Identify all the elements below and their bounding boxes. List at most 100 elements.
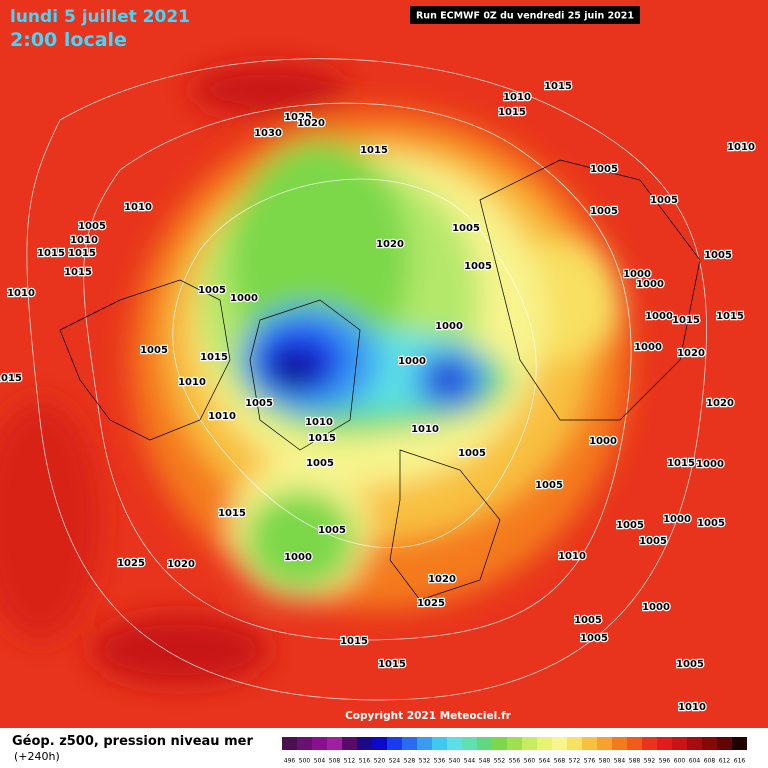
scale-label: 604 bbox=[689, 758, 701, 765]
scale-swatch bbox=[687, 737, 702, 750]
isobar-label: 1020 bbox=[677, 348, 705, 359]
isobar-label: 1000 bbox=[230, 293, 258, 304]
isobars bbox=[26, 58, 707, 701]
scale-swatch bbox=[492, 737, 507, 750]
isobar-label: 1005 bbox=[580, 633, 608, 644]
scale-swatch bbox=[282, 737, 297, 750]
isobar-label: 1025 bbox=[417, 598, 445, 609]
scale-label: 564 bbox=[539, 758, 551, 765]
isobar-label: 1000 bbox=[398, 356, 426, 367]
isobar-label: 1015 bbox=[218, 508, 246, 519]
scale-label: 608 bbox=[704, 758, 716, 765]
field-blobs bbox=[0, 65, 630, 685]
scale-label: 576 bbox=[584, 758, 596, 765]
scale-swatch bbox=[612, 737, 627, 750]
isobar-label: 1010 bbox=[503, 92, 531, 103]
isobar-label: 1015 bbox=[64, 267, 92, 278]
scale-swatch bbox=[537, 737, 552, 750]
isobar-label: 1005 bbox=[245, 398, 273, 409]
isobar-label: 1010 bbox=[178, 377, 206, 388]
isobar-label: 1015 bbox=[200, 352, 228, 363]
isobar-label: 1000 bbox=[642, 602, 670, 613]
isobar-label: 1005 bbox=[78, 221, 106, 232]
scale-swatch bbox=[552, 737, 567, 750]
scale-label: 592 bbox=[644, 758, 656, 765]
isobar-label: 1000 bbox=[589, 436, 617, 447]
isobar-label: 1010 bbox=[70, 235, 98, 246]
isobar-label: 1010 bbox=[305, 417, 333, 428]
legend-title: Géop. z500, pression niveau mer bbox=[12, 734, 253, 749]
scale-swatch bbox=[327, 737, 342, 750]
isobar-label: 1005 bbox=[590, 164, 618, 175]
color-scale: 496 500 504 508 512 516 520 524 528 532 536 540 544 5… bbox=[282, 737, 747, 765]
scale-swatch bbox=[672, 737, 687, 750]
isobar-label: 1000 bbox=[435, 321, 463, 332]
isobar-label: 1010 bbox=[124, 202, 152, 213]
scale-swatch bbox=[387, 737, 402, 750]
scale-swatch bbox=[342, 737, 357, 750]
isobar-label: 1010 bbox=[678, 702, 706, 713]
scale-swatch bbox=[642, 737, 657, 750]
isobar-label: 1005 bbox=[464, 261, 492, 272]
scale-label: 552 bbox=[494, 758, 506, 765]
scale-swatch bbox=[522, 737, 537, 750]
scale-swatch bbox=[567, 737, 582, 750]
isobar-label: 1010 bbox=[411, 424, 439, 435]
isobar-label: 1020 bbox=[167, 559, 195, 570]
isobar-label: 1005 bbox=[697, 518, 725, 529]
scale-label: 520 bbox=[374, 758, 386, 765]
isobar-label: 1005 bbox=[318, 525, 346, 536]
scale-swatch bbox=[357, 737, 372, 750]
isobar-label: 1005 bbox=[140, 345, 168, 356]
isobar-label: 1015 bbox=[37, 248, 65, 259]
scale-label: 596 bbox=[659, 758, 671, 765]
isobar-label: 1000 bbox=[696, 459, 724, 470]
scale-label: 580 bbox=[599, 758, 611, 765]
scale-label: 572 bbox=[569, 758, 581, 765]
scale-label: 524 bbox=[389, 758, 401, 765]
isobar-label: 1005 bbox=[639, 536, 667, 547]
isobar-label: 1000 bbox=[645, 311, 673, 322]
scale-label: 500 bbox=[299, 758, 311, 765]
isobar-label: 1005 bbox=[650, 195, 678, 206]
scale-label: 588 bbox=[629, 758, 641, 765]
isobar-label: 1005 bbox=[574, 615, 602, 626]
isobar-label: 1015 bbox=[0, 373, 22, 384]
isobar-label: 1005 bbox=[458, 448, 486, 459]
scale-swatch bbox=[702, 737, 717, 750]
scale-label: 496 bbox=[284, 758, 296, 765]
scale-swatch bbox=[417, 737, 432, 750]
scale-swatch bbox=[372, 737, 387, 750]
isobar-label: 1015 bbox=[68, 248, 96, 259]
map-subtitle: 2:00 locale bbox=[10, 29, 127, 51]
scale-swatch bbox=[447, 737, 462, 750]
isobar-label: 1005 bbox=[704, 250, 732, 261]
scale-swatch bbox=[657, 737, 672, 750]
scale-label: 584 bbox=[614, 758, 626, 765]
isobar-label: 1015 bbox=[308, 433, 336, 444]
scale-swatch bbox=[462, 737, 477, 750]
isobar-label: 1015 bbox=[498, 107, 526, 118]
scale-label: 616 bbox=[734, 758, 746, 765]
isobar-label: 1010 bbox=[727, 142, 755, 153]
isobar-label: 1000 bbox=[284, 552, 312, 563]
scale-swatch bbox=[402, 737, 417, 750]
isobar-label: 1005 bbox=[198, 285, 226, 296]
isobar-label: 1025 bbox=[117, 558, 145, 569]
isobar-label: 1000 bbox=[663, 514, 691, 525]
scale-label: 512 bbox=[344, 758, 356, 765]
isobar-label: 1020 bbox=[706, 398, 734, 409]
coastlines bbox=[59, 159, 701, 601]
scale-swatch bbox=[582, 737, 597, 750]
scale-swatch bbox=[732, 737, 747, 750]
isobar-label: 1015 bbox=[378, 659, 406, 670]
isobar-label: 1015 bbox=[340, 636, 368, 647]
scale-swatch bbox=[597, 737, 612, 750]
isobar-label: 1000 bbox=[623, 269, 651, 280]
isobar-label: 1010 bbox=[208, 411, 236, 422]
isobar-label: 1005 bbox=[590, 206, 618, 217]
scale-swatch bbox=[717, 737, 732, 750]
